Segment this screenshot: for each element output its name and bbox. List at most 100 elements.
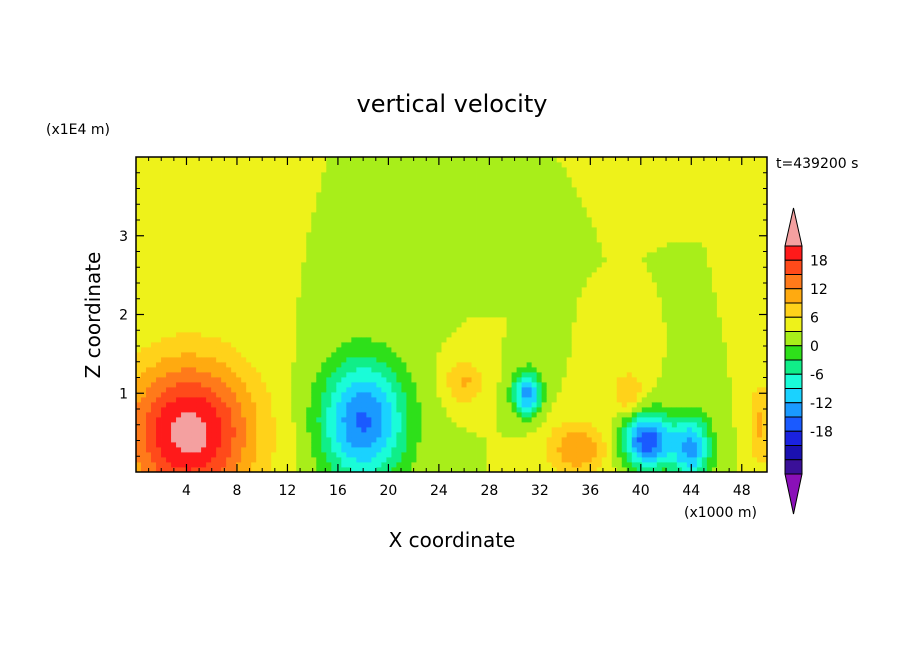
field-cell [216,407,222,413]
field-cell [221,387,227,393]
field-cell [246,282,252,288]
field-cell [326,212,332,218]
field-cell [496,357,502,363]
field-cell [241,332,247,338]
field-cell [251,242,257,248]
field-cell [156,247,162,253]
field-cell [436,282,442,288]
field-cell [241,367,247,373]
field-cell [156,237,162,243]
field-cell [196,292,202,298]
field-cell [166,432,172,438]
field-cell [221,452,227,458]
field-cell [216,332,222,338]
field-cell [201,382,207,388]
field-cell [286,347,292,353]
field-cell [271,202,277,208]
field-cell [286,222,292,228]
field-cell [421,422,427,428]
field-cell [146,262,152,268]
field-cell [331,337,337,343]
field-cell [166,282,172,288]
field-cell [316,357,322,363]
field-cell [376,317,382,323]
field-cell [261,382,267,388]
field-cell [351,272,357,278]
field-cell [321,352,327,358]
field-cell [296,282,302,288]
field-cell [501,207,507,213]
field-cell [171,377,177,383]
field-cell [486,377,492,383]
field-cell [256,157,262,163]
field-cell [376,467,382,473]
field-cell [206,222,212,228]
field-cell [471,452,477,458]
field-cell [211,172,217,178]
field-cell [431,382,437,388]
field-cell [236,172,242,178]
field-cell [186,437,192,443]
field-cell [401,317,407,323]
field-cell [386,437,392,443]
field-cell [366,287,372,293]
field-cell [161,237,167,243]
field-cell [201,237,207,243]
field-cell [466,292,472,298]
field-cell [156,287,162,293]
field-cell [236,252,242,258]
field-cell [136,277,142,283]
field-cell [341,372,347,378]
field-cell [216,387,222,393]
field-cell [286,357,292,363]
field-cell [271,327,277,333]
field-cell [156,172,162,178]
field-cell [421,332,427,338]
field-cell [346,182,352,188]
field-cell [186,262,192,268]
field-cell [511,287,518,293]
field-cell [521,432,528,438]
field-cell [456,277,462,283]
field-cell [431,287,437,293]
field-cell [136,392,142,398]
field-cell [466,412,472,418]
field-cell [381,212,387,218]
field-cell [446,277,452,283]
field-cell [311,457,317,463]
field-cell [266,457,272,463]
field-cell [486,432,492,438]
field-cell [416,202,422,208]
field-cell [296,342,302,348]
field-cell [251,332,257,338]
field-cell [491,457,497,463]
field-cell [236,237,242,243]
field-cell [491,172,497,178]
field-cell [386,422,392,428]
field-cell [416,157,422,163]
field-cell [271,352,277,358]
field-cell [436,297,442,303]
field-cell [441,427,447,433]
field-cell [276,202,282,208]
field-cell [416,287,422,293]
field-cell [151,307,157,313]
field-cell [206,297,212,303]
field-cell [426,167,432,173]
field-cell [331,167,337,173]
field-cell [441,332,447,338]
field-cell [421,427,427,433]
field-cell [456,457,462,463]
field-cell [386,467,392,473]
field-cell [456,382,462,388]
field-cell [141,357,147,363]
field-cell [181,367,187,373]
field-cell [456,422,462,428]
field-cell [196,352,202,358]
field-cell [381,417,387,423]
field-cell [241,322,247,328]
field-cell [151,187,157,193]
field-cell [176,242,182,248]
field-cell [141,427,147,433]
field-cell [506,327,512,333]
